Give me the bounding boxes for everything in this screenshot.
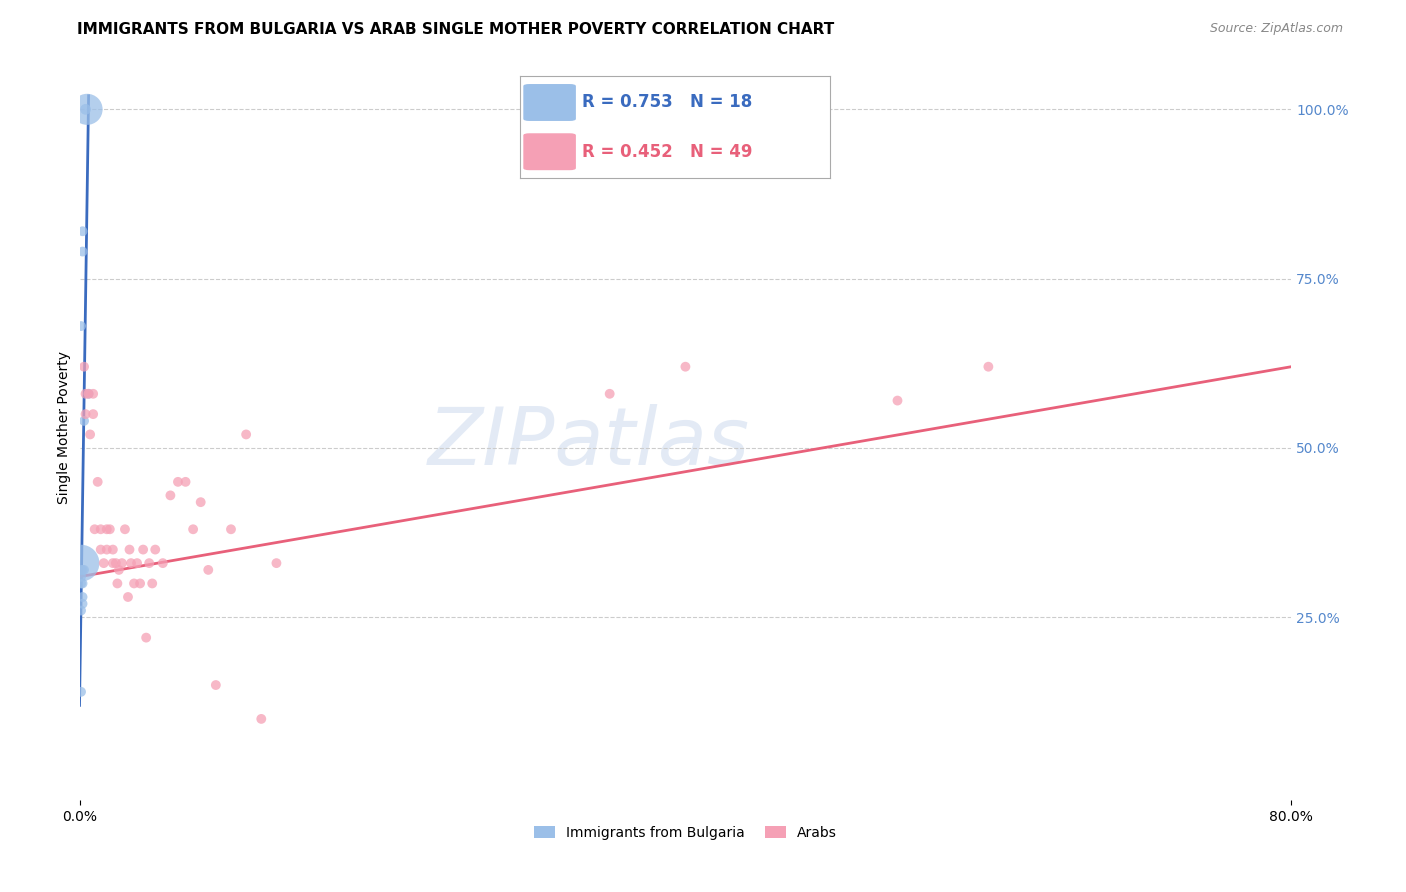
Point: [135, 631, 157, 645]
Point: [77, 386, 100, 401]
Point: [174, 475, 197, 489]
Text: Source: ZipAtlas.com: Source: ZipAtlas.com: [1209, 22, 1343, 36]
Text: ZIPatlas: ZIPatlas: [427, 403, 749, 482]
Point: [152, 556, 174, 570]
Point: [82, 407, 104, 421]
Point: [104, 556, 127, 570]
Point: [70, 556, 93, 570]
Point: [143, 542, 166, 557]
Point: [977, 359, 1000, 374]
Point: [141, 576, 163, 591]
Point: [73, 414, 96, 428]
Point: [132, 542, 155, 557]
Point: [70, 569, 93, 583]
Point: [79, 427, 101, 442]
Point: [70, 603, 93, 617]
Y-axis label: Single Mother Poverty: Single Mother Poverty: [58, 351, 72, 504]
Text: R = 0.452   N = 49: R = 0.452 N = 49: [582, 143, 752, 161]
Point: [101, 542, 124, 557]
Point: [111, 556, 134, 570]
Point: [105, 576, 128, 591]
Point: [129, 576, 152, 591]
Point: [72, 224, 94, 238]
Point: [73, 563, 96, 577]
Point: [125, 556, 148, 570]
Text: IMMIGRANTS FROM BULGARIA VS ARAB SINGLE MOTHER POVERTY CORRELATION CHART: IMMIGRANTS FROM BULGARIA VS ARAB SINGLE …: [77, 22, 835, 37]
Point: [70, 685, 93, 699]
Point: [96, 542, 118, 557]
Point: [72, 563, 94, 577]
Point: [76, 103, 98, 117]
Point: [159, 488, 181, 502]
Point: [90, 542, 112, 557]
Point: [72, 590, 94, 604]
FancyBboxPatch shape: [523, 133, 576, 170]
Point: [96, 522, 118, 536]
FancyBboxPatch shape: [523, 84, 576, 121]
Point: [82, 386, 104, 401]
Point: [98, 522, 121, 536]
Point: [101, 556, 124, 570]
Point: [138, 556, 160, 570]
Point: [250, 712, 273, 726]
Point: [117, 590, 139, 604]
Point: [122, 576, 145, 591]
Point: [93, 556, 115, 570]
Point: [70, 563, 93, 577]
Point: [167, 475, 190, 489]
Point: [114, 522, 136, 536]
Point: [205, 678, 228, 692]
Point: [266, 556, 288, 570]
Point: [70, 576, 93, 591]
Point: [118, 542, 141, 557]
Point: [599, 386, 621, 401]
Point: [120, 556, 142, 570]
Point: [181, 522, 204, 536]
Point: [886, 393, 908, 408]
Point: [75, 386, 97, 401]
Point: [219, 522, 242, 536]
Point: [72, 244, 94, 259]
Point: [190, 495, 212, 509]
Point: [86, 475, 108, 489]
Point: [72, 597, 94, 611]
Point: [70, 319, 93, 334]
Point: [673, 359, 696, 374]
Point: [90, 522, 112, 536]
Point: [72, 576, 94, 591]
Point: [83, 522, 105, 536]
Point: [235, 427, 257, 442]
Point: [75, 103, 97, 117]
Point: [77, 386, 100, 401]
Text: R = 0.753   N = 18: R = 0.753 N = 18: [582, 94, 752, 112]
Point: [73, 359, 96, 374]
Point: [75, 407, 97, 421]
Point: [197, 563, 219, 577]
Legend: Immigrants from Bulgaria, Arabs: Immigrants from Bulgaria, Arabs: [529, 821, 842, 846]
Point: [108, 563, 131, 577]
